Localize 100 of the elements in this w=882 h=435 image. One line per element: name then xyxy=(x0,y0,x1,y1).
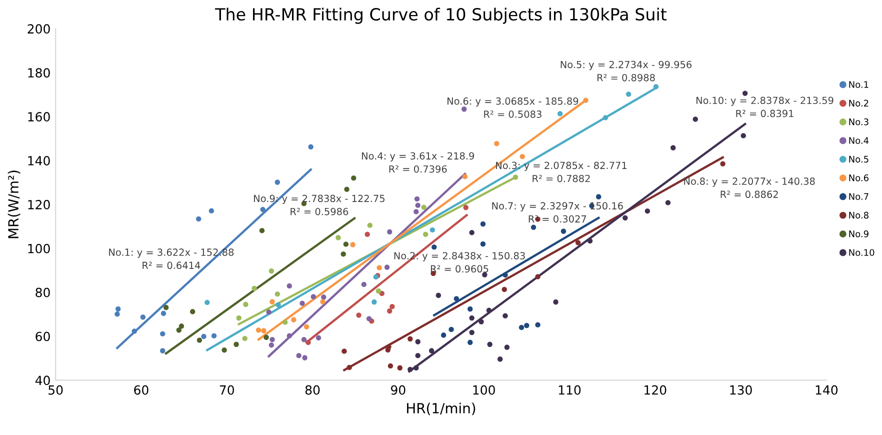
point xyxy=(462,106,467,112)
annotation: No.4: y = 3.61x - 218.9 R² = 0.7396 xyxy=(362,152,474,173)
point xyxy=(211,333,217,338)
point xyxy=(498,356,503,362)
point xyxy=(502,272,508,278)
point xyxy=(560,228,566,234)
point xyxy=(261,328,266,334)
point xyxy=(342,348,347,354)
point xyxy=(304,324,310,330)
point xyxy=(243,302,248,307)
point xyxy=(480,241,486,247)
point xyxy=(242,336,248,342)
point xyxy=(480,221,486,227)
point xyxy=(196,338,202,343)
point xyxy=(208,208,214,214)
point xyxy=(390,304,395,310)
point xyxy=(310,294,316,300)
point xyxy=(270,299,275,304)
point xyxy=(160,310,166,316)
point xyxy=(366,316,372,322)
point xyxy=(720,161,726,166)
point xyxy=(356,312,362,318)
y-tick-label: 200 xyxy=(28,24,50,34)
point xyxy=(430,227,436,233)
annotation: No.9: y = 2.7838x - 122.75 R² = 0.5986 xyxy=(254,194,384,216)
point xyxy=(387,308,392,314)
point xyxy=(376,288,382,294)
point xyxy=(602,115,608,120)
point xyxy=(468,340,473,346)
point xyxy=(286,333,292,338)
point xyxy=(626,92,632,97)
point xyxy=(178,324,184,329)
point xyxy=(428,348,434,354)
point xyxy=(291,317,296,322)
point xyxy=(622,215,628,220)
point xyxy=(308,144,314,150)
y-tick-label: 60 xyxy=(36,332,50,342)
point xyxy=(296,352,302,358)
point xyxy=(478,319,484,324)
point xyxy=(361,282,367,288)
y-axis-title: MR(W/m²) xyxy=(8,170,20,238)
point xyxy=(414,196,420,202)
point xyxy=(397,365,402,370)
point xyxy=(432,244,437,250)
point xyxy=(190,309,196,314)
point xyxy=(264,334,269,340)
point xyxy=(344,186,350,192)
point xyxy=(274,291,280,297)
point xyxy=(270,336,275,342)
y-tick-label: 160 xyxy=(28,112,50,122)
annotation: No.5: y = 2.2734x - 99.956 R² = 0.8988 xyxy=(560,60,692,82)
point xyxy=(160,348,166,354)
legend-label: No.10 xyxy=(849,249,874,256)
point xyxy=(644,208,650,214)
point xyxy=(742,90,748,96)
y-tick-label: 120 xyxy=(28,200,50,210)
point xyxy=(376,265,382,270)
x-tick-label: 100 xyxy=(473,385,495,395)
point xyxy=(351,175,356,181)
legend-label: No.8 xyxy=(849,212,868,219)
point xyxy=(487,342,492,347)
point xyxy=(367,222,373,228)
annotation: No.6: y = 3.0685x - 185.89 R² = 0.5083 xyxy=(448,97,578,118)
point xyxy=(234,342,239,347)
x-tick-label: 120 xyxy=(644,385,666,395)
point xyxy=(575,240,581,246)
point xyxy=(408,366,413,372)
point xyxy=(236,315,242,321)
point xyxy=(583,98,588,103)
point xyxy=(306,340,311,346)
x-tick-label: 80 xyxy=(305,385,320,395)
point xyxy=(692,116,698,122)
point xyxy=(462,174,468,180)
point xyxy=(502,286,507,292)
point xyxy=(343,242,349,247)
point xyxy=(388,363,394,369)
point xyxy=(346,364,352,370)
point xyxy=(302,355,308,360)
point xyxy=(596,194,602,200)
point xyxy=(553,299,558,305)
point xyxy=(740,133,746,138)
point xyxy=(414,365,419,370)
point xyxy=(256,328,262,333)
point xyxy=(364,232,370,237)
chart-title: The HR-MR Fitting Curve of 10 Subjects in 130kPa Suit xyxy=(215,8,667,24)
point xyxy=(469,330,474,336)
point xyxy=(448,326,454,332)
point xyxy=(196,216,202,222)
legend-label: No.5 xyxy=(849,156,868,163)
point xyxy=(163,304,169,310)
point xyxy=(469,230,474,236)
legend-label: No.9 xyxy=(849,230,868,238)
point xyxy=(282,320,288,325)
annotation: No.10: y = 2.8378x - 213.59 R² = 0.8391 xyxy=(696,96,834,118)
point xyxy=(421,204,426,210)
point xyxy=(535,274,540,280)
x-tick-label: 90 xyxy=(391,385,406,395)
x-tick-label: 130 xyxy=(730,385,752,395)
point xyxy=(502,313,508,318)
point xyxy=(422,232,428,237)
